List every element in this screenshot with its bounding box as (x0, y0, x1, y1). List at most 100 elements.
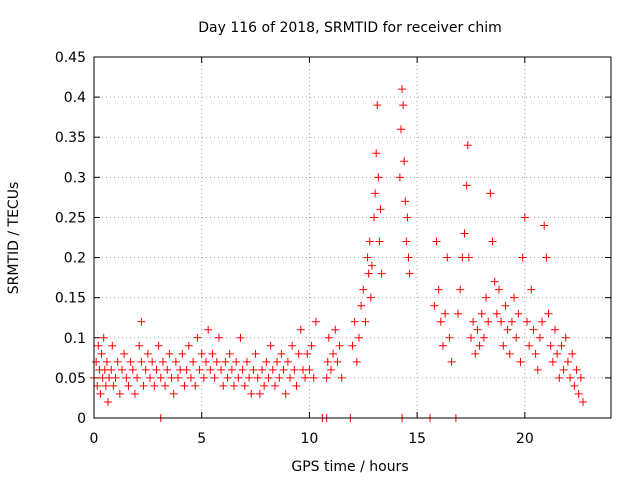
data-point (208, 349, 217, 358)
x-tick-label: 20 (516, 431, 534, 447)
y-tick-label: 0.15 (55, 291, 86, 307)
data-point (401, 197, 410, 206)
data-point (441, 309, 450, 318)
data-point (266, 341, 275, 350)
data-point (240, 381, 249, 390)
data-point (152, 365, 161, 374)
data-point (570, 381, 579, 390)
data-point (540, 221, 549, 230)
data-point (303, 349, 312, 358)
data-point (354, 333, 363, 342)
data-point (115, 389, 124, 398)
data-point (372, 149, 381, 158)
data-point (221, 357, 230, 366)
data-point (223, 373, 232, 382)
data-point (184, 341, 193, 350)
data-point (253, 373, 262, 382)
data-point (268, 365, 277, 374)
data-point (479, 333, 488, 342)
data-point (365, 237, 374, 246)
data-point (251, 349, 260, 358)
data-point (163, 365, 172, 374)
data-point (576, 373, 585, 382)
data-point (492, 309, 501, 318)
data-point (273, 357, 282, 366)
grid (94, 57, 611, 418)
data-point (322, 373, 331, 382)
data-point (161, 381, 170, 390)
data-point (488, 237, 497, 246)
data-point (305, 365, 314, 374)
data-point (404, 253, 413, 262)
data-point (96, 389, 105, 398)
data-point (462, 181, 471, 190)
data-point (518, 253, 527, 262)
data-point (484, 317, 493, 326)
data-point (137, 317, 146, 326)
data-point (210, 373, 219, 382)
data-point (550, 325, 559, 334)
data-point (471, 349, 480, 358)
data-point (118, 365, 127, 374)
data-point (503, 325, 512, 334)
data-point (133, 373, 142, 382)
data-point (563, 357, 572, 366)
data-point (180, 381, 189, 390)
data-point (357, 301, 366, 310)
data-point (279, 365, 288, 374)
data-point (525, 341, 534, 350)
data-point (275, 373, 284, 382)
data-point (374, 173, 383, 182)
data-point (377, 269, 386, 278)
data-point (281, 389, 290, 398)
data-point (398, 85, 407, 94)
data-point (122, 373, 131, 382)
data-point (225, 349, 234, 358)
y-tick-label: 0.25 (55, 210, 86, 226)
y-axis-label: SRMTID / TECUs (6, 182, 22, 295)
data-point (371, 189, 380, 198)
data-point (283, 357, 292, 366)
y-tick-label: 0.4 (64, 90, 86, 106)
data-point (143, 349, 152, 358)
data-point (234, 373, 243, 382)
data-point (445, 333, 454, 342)
data-point (214, 333, 223, 342)
data-point (329, 349, 338, 358)
data-point (146, 373, 155, 382)
data-point (107, 365, 116, 374)
chart-title: Day 116 of 2018, SRMTID for receiver chi… (198, 20, 502, 36)
data-point (400, 157, 409, 166)
y-tick-label: 0.1 (64, 331, 86, 347)
data-point (290, 365, 299, 374)
y-tick-label: 0.45 (55, 50, 86, 66)
data-point (367, 261, 376, 270)
data-point (212, 357, 221, 366)
data-point (527, 285, 536, 294)
data-point (286, 373, 295, 382)
data-point (294, 349, 303, 358)
data-point (104, 397, 113, 406)
data-point (217, 365, 226, 374)
data-point (154, 341, 163, 350)
data-point (469, 317, 478, 326)
data-point (348, 341, 357, 350)
x-tick-label: 0 (90, 431, 99, 447)
data-point (533, 365, 542, 374)
data-point (109, 381, 118, 390)
data-point (399, 101, 408, 110)
data-point (92, 357, 101, 366)
data-point (195, 365, 204, 374)
data-point (227, 365, 236, 374)
data-point (557, 341, 566, 350)
data-point (292, 381, 301, 390)
data-point (102, 357, 111, 366)
data-point (430, 301, 439, 310)
y-tick-label: 0.35 (55, 130, 86, 146)
data-point (505, 349, 514, 358)
data-point (432, 237, 441, 246)
data-point (333, 357, 342, 366)
data-point (531, 349, 540, 358)
data-point (546, 341, 555, 350)
axis-ticks: 0 0.05 0.1 0.15 0.2 0.25 0.3 0.35 0.4 0.45 0 5 10 15 2… (55, 50, 611, 447)
